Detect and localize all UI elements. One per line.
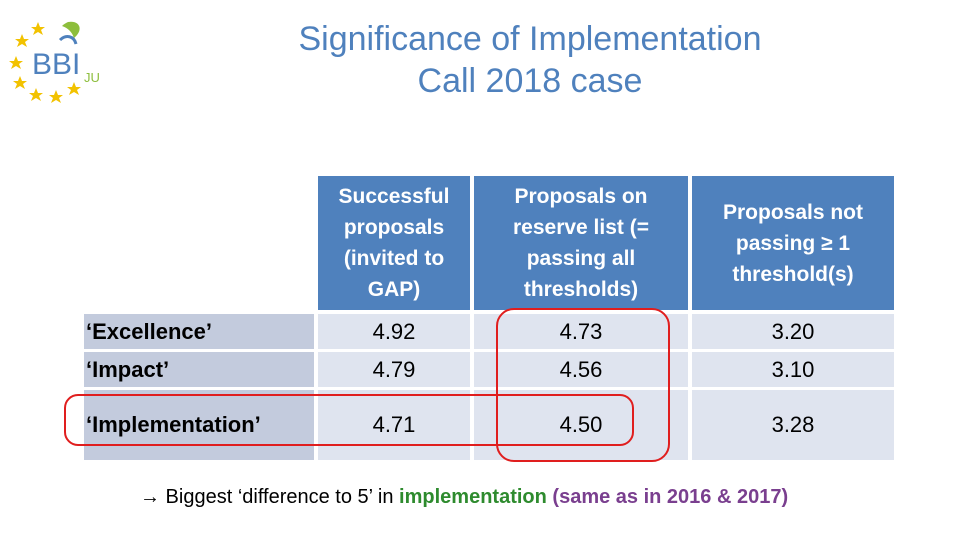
footnote: → Biggest ‘difference to 5’ in implement… — [140, 486, 788, 509]
cell-impact-reserve: 4.56 — [474, 352, 688, 387]
cell-implementation-successful: 4.71 — [318, 390, 470, 460]
page-title: Significance of Implementation Call 2018… — [250, 18, 810, 102]
cell-impact-not-passing: 3.10 — [692, 352, 894, 387]
cell-impact-successful: 4.79 — [318, 352, 470, 387]
cell-implementation-not-passing: 3.28 — [692, 390, 894, 460]
results-table: Successful proposals (invited to GAP) Pr… — [84, 176, 894, 460]
title-line-1: Significance of Implementation — [298, 20, 762, 58]
header-successful: Successful proposals (invited to GAP) — [318, 176, 470, 310]
cell-excellence-successful: 4.92 — [318, 314, 470, 349]
row-label-implementation: ‘Implementation’ — [84, 390, 314, 460]
row-label-excellence: ‘Excellence’ — [84, 314, 314, 349]
logo-suffix: JU — [84, 70, 100, 85]
logo-text: BBI — [32, 48, 80, 81]
star-ring-icon — [9, 22, 81, 103]
footnote-suffix: (same as in 2016 & 2017) — [552, 486, 789, 508]
cell-implementation-reserve: 4.50 — [474, 390, 688, 460]
bbi-ju-logo: BBI JU — [9, 21, 100, 103]
cell-excellence-not-passing: 3.20 — [692, 314, 894, 349]
row-label-impact: ‘Impact’ — [84, 352, 314, 387]
title-line-2: Call 2018 case — [417, 62, 643, 100]
header-reserve: Proposals on reserve list (= passing all… — [474, 176, 688, 310]
leaf-icon — [62, 21, 80, 38]
cell-excellence-reserve: 4.73 — [474, 314, 688, 349]
footnote-prefix: → Biggest ‘difference to 5’ in — [140, 486, 400, 508]
footnote-highlight: implementation — [399, 486, 547, 508]
header-not-passing: Proposals not passing ≥ 1 threshold(s) — [692, 176, 894, 310]
